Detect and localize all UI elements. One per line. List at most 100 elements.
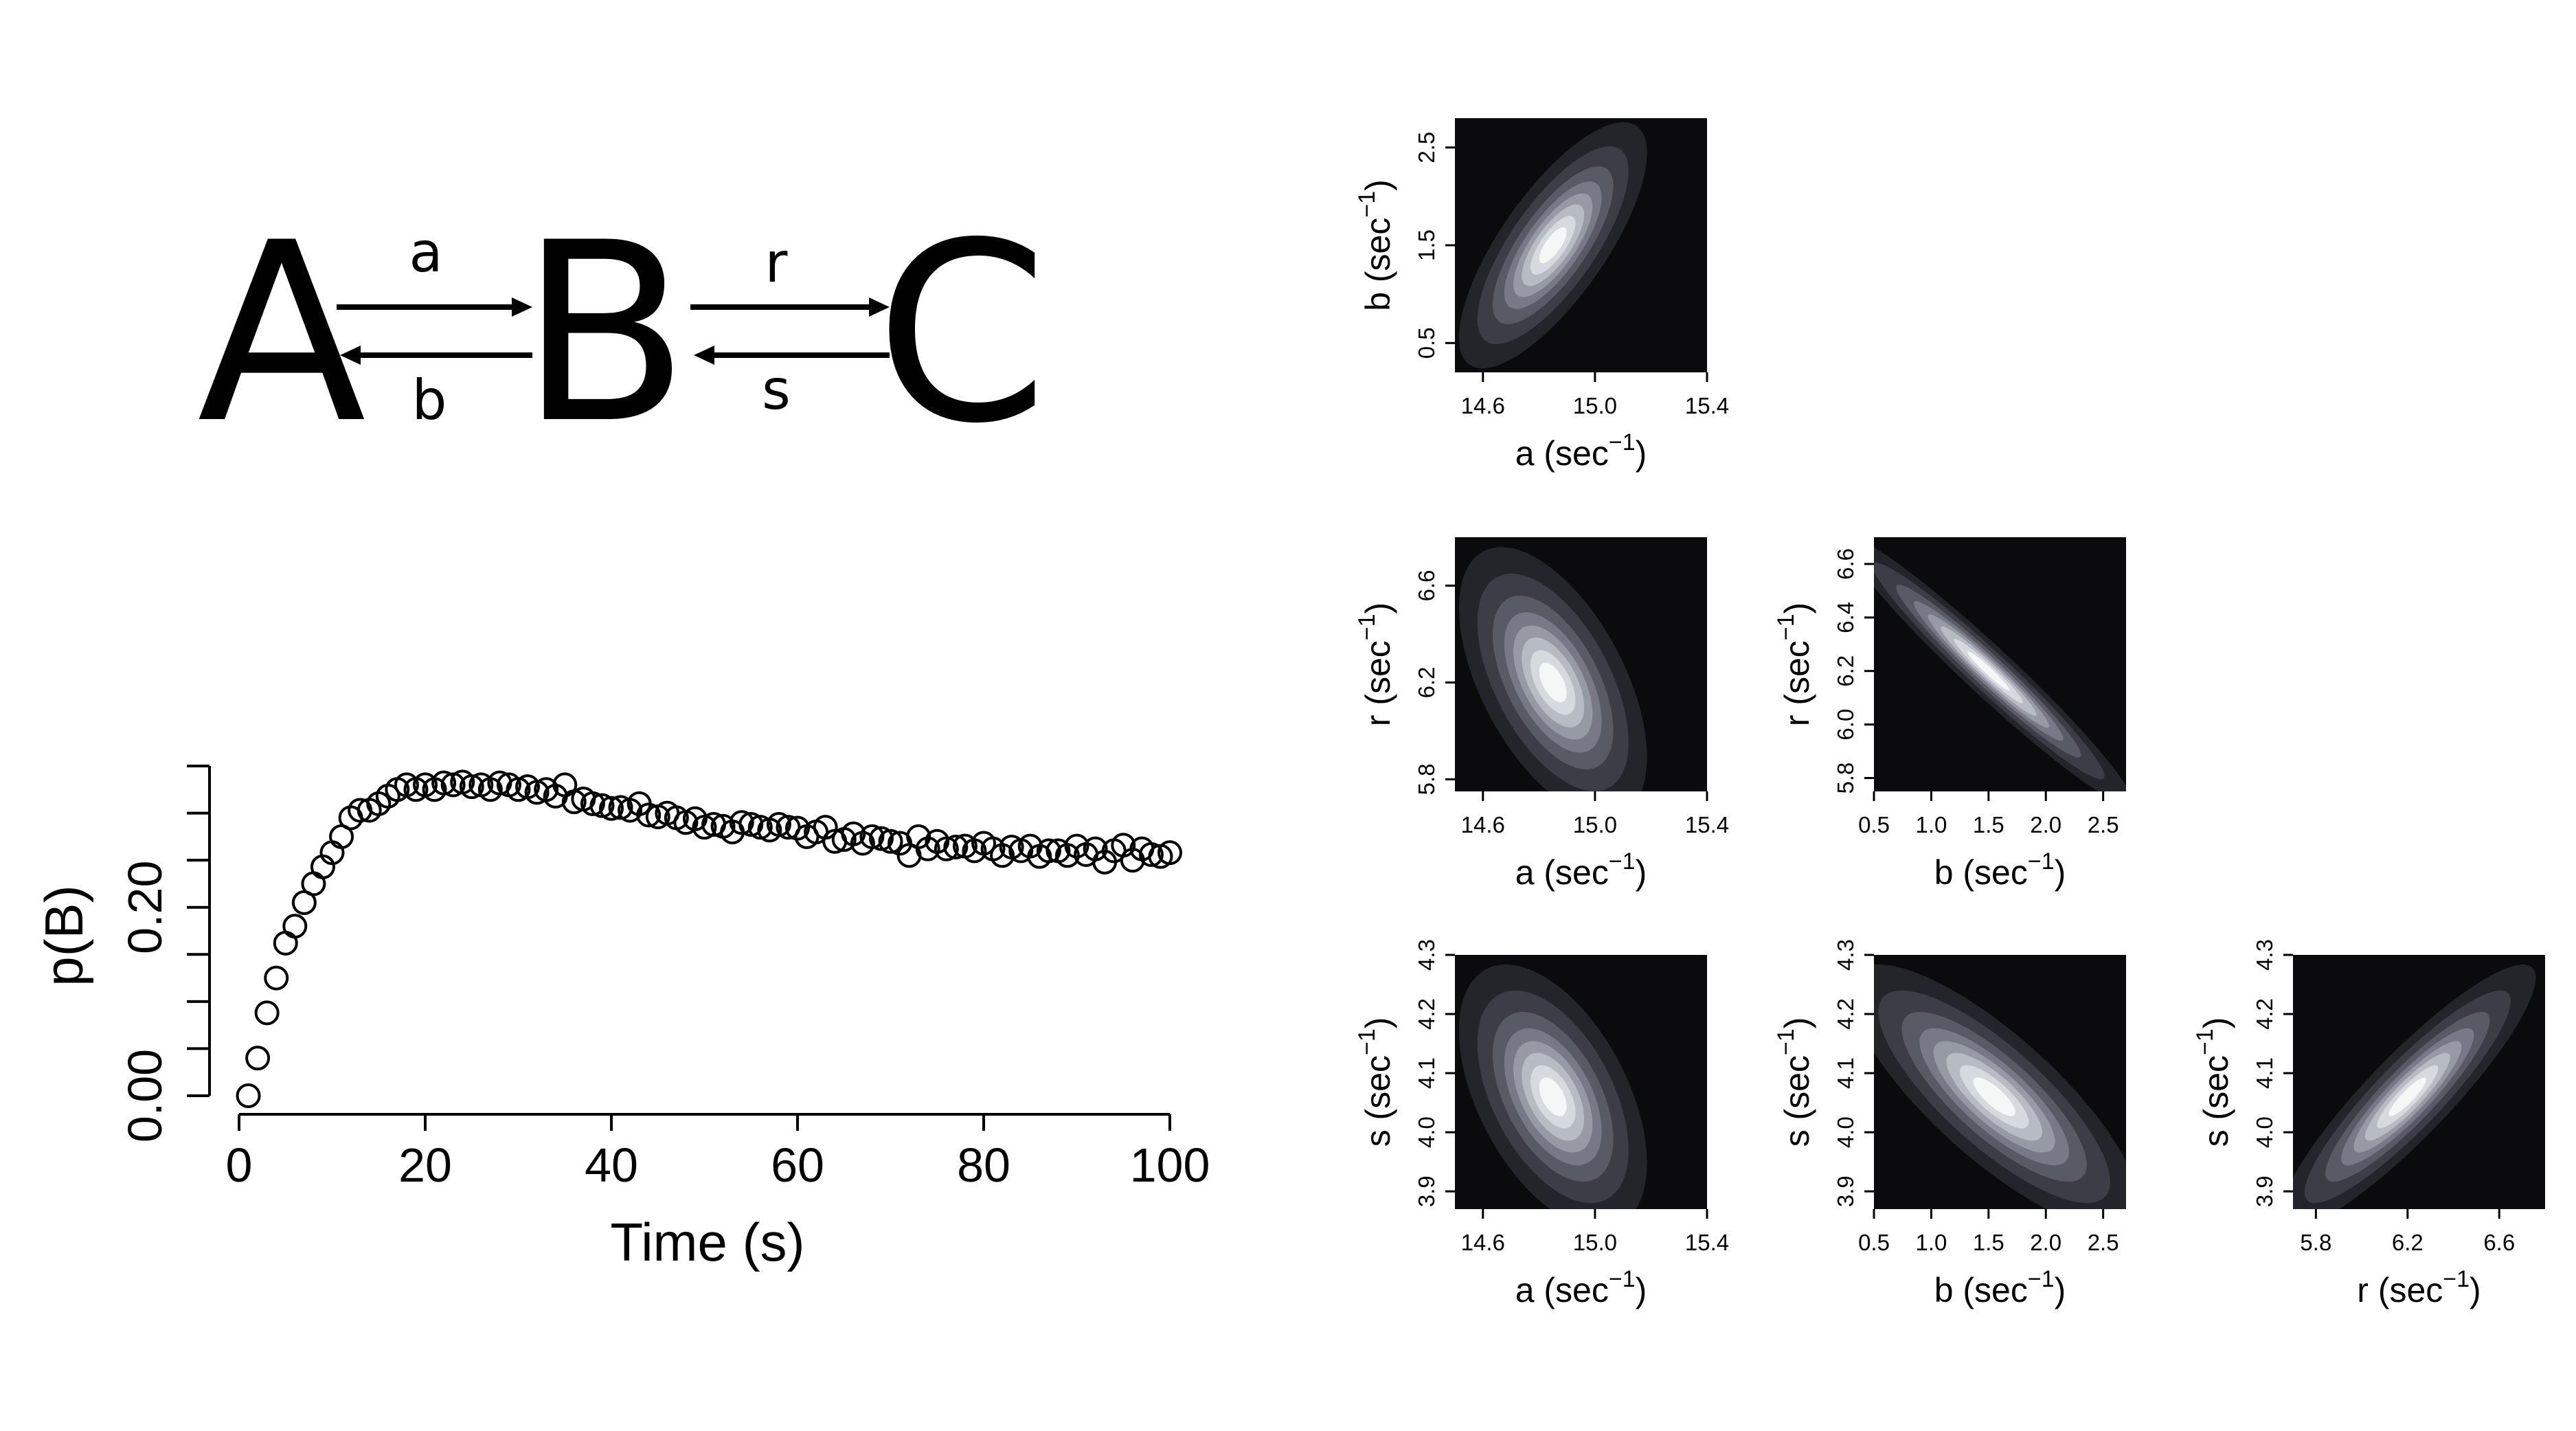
- x-tick-label: 14.6: [1461, 393, 1505, 418]
- rate-label-r: r: [765, 231, 788, 295]
- data-point: [636, 802, 662, 828]
- x-tick-label: 14.6: [1461, 1230, 1505, 1255]
- x-tick-label: 2.0: [2030, 1230, 2061, 1255]
- density-panel-2: 14.6 15.0 15.4 5.8 6.2 6.6 a (sec−1) r (sec−1): [1354, 537, 1729, 892]
- data-point: [1036, 838, 1061, 864]
- y-tick-label: 4.1: [1833, 1057, 1858, 1089]
- x-axis-title: a (sec−1): [1515, 848, 1647, 892]
- x-tick-label: 0.5: [1858, 1230, 1890, 1255]
- y-axis-title: s (sec−1): [1773, 1017, 1816, 1147]
- data-point: [440, 772, 466, 798]
- data-point: [841, 821, 866, 846]
- data-point: [766, 812, 791, 837]
- y-tick-label: 4.0: [1833, 1116, 1858, 1148]
- data-point: [1054, 843, 1080, 868]
- x-axis-title: b (sec−1): [1934, 848, 2066, 892]
- density-contour-level: [1967, 651, 2010, 691]
- density-contour-level: [2388, 1077, 2427, 1116]
- y-tick-label: 6.6: [1833, 548, 1858, 580]
- x-tick-label: 0.5: [1858, 812, 1890, 837]
- data-point: [506, 777, 531, 802]
- density-contour-level: [1539, 662, 1567, 703]
- x-tick-label: 60: [771, 1138, 824, 1192]
- y-tick-label: 3.9: [1833, 1175, 1858, 1207]
- reaction-scheme: A B C a b r s: [197, 190, 1048, 477]
- y-tick-label: 4.2: [1414, 998, 1439, 1030]
- posterior-density-panels: 14.6 15.0 15.4 0.5 1.5 2.5 a (sec−1) b (sec−1) 1…: [1354, 118, 2545, 1309]
- y-axis-title: r (sec−1): [1773, 602, 1816, 726]
- y-tick-label: 4.1: [1414, 1057, 1439, 1089]
- data-point: [934, 836, 959, 861]
- density-contour-level: [1973, 1077, 2015, 1116]
- y-tick-label: 0.20: [118, 861, 172, 954]
- x-tick-label: 1.5: [1973, 1230, 2004, 1255]
- species-B: B: [520, 190, 690, 477]
- x-tick-label: 1.5: [1973, 812, 2004, 837]
- x-tick-label: 100: [1130, 1138, 1210, 1192]
- y-tick-label: 4.0: [2252, 1116, 2277, 1148]
- y-tick-label: 5.8: [1833, 763, 1858, 794]
- y-tick-label: 1.5: [1414, 229, 1439, 261]
- data-point: [580, 791, 605, 816]
- x-tick-label: 6.2: [2392, 1230, 2424, 1255]
- density-panel-6: 5.8 6.2 6.6 3.9 4.0 4.1 4.2 4.3 r (sec−1) s (sec−…: [2192, 939, 2545, 1309]
- x-axis-title: r (sec−1): [2357, 1266, 2481, 1309]
- data-point: [1138, 842, 1164, 867]
- x-tick-label: 2.0: [2030, 812, 2061, 837]
- density-panel-5: 0.5 1.0 1.5 2.0 2.5 3.9 4.0 4.1 4.2 4.3 b (sec−1) s…: [1773, 939, 2126, 1309]
- rate-label-s: s: [762, 358, 791, 422]
- x-tick-label: 1.0: [1915, 1230, 1947, 1255]
- density-panel-3: 0.5 1.0 1.5 2.0 2.5 5.8 6.0 6.2 6.4 6.6 b (sec−1) r…: [1773, 537, 2126, 892]
- arrow-a-forward: [337, 297, 532, 317]
- y-tick-label: 4.3: [2252, 939, 2277, 971]
- y-axis-title: p(B): [34, 885, 94, 986]
- y-axis-title: s (sec−1): [2192, 1017, 2235, 1147]
- x-tick-label: 15.0: [1573, 812, 1617, 837]
- x-tick-label: 40: [585, 1138, 638, 1192]
- y-tick-label: 5.8: [1414, 763, 1439, 795]
- y-tick-label: 2.5: [1414, 132, 1439, 164]
- rate-label-b: b: [412, 368, 447, 432]
- y-axis-title: r (sec−1): [1354, 602, 1397, 726]
- data-point: [273, 930, 298, 956]
- y-tick-label: 6.2: [1833, 655, 1858, 687]
- arrow-s-backward: [694, 346, 890, 365]
- y-tick-label: 4.0: [1414, 1116, 1439, 1148]
- y-tick-label: 0.5: [1414, 327, 1439, 359]
- data-point: [589, 793, 615, 818]
- time-course-plot: 0 20 40 60 80 100 Time (s) 0.00 0.20 p(B): [34, 765, 1210, 1272]
- data-point: [878, 829, 903, 854]
- rate-label-a: a: [409, 221, 442, 284]
- data-point: [282, 914, 308, 939]
- density-contour-level: [1539, 227, 1567, 264]
- data-point: [729, 810, 754, 835]
- arrow-b-backward: [340, 346, 532, 365]
- data-point: [254, 1000, 280, 1026]
- x-tick-label: 15.4: [1685, 1230, 1729, 1255]
- x-tick-label: 5.8: [2300, 1230, 2331, 1255]
- x-tick-label: 15.0: [1573, 393, 1617, 418]
- x-axis-title: Time (s): [610, 1212, 804, 1272]
- x-tick-label: 6.6: [2483, 1230, 2515, 1255]
- density-panel-4: 14.6 15.0 15.4 3.9 4.0 4.1 4.2 4.3 a (sec−1) s (s…: [1354, 939, 1729, 1309]
- y-tick-label: 3.9: [1414, 1175, 1439, 1207]
- y-tick-label: 6.0: [1833, 709, 1858, 741]
- y-tick-label: 6.4: [1833, 602, 1858, 633]
- x-tick-label: 15.4: [1685, 812, 1729, 837]
- species-C: C: [875, 190, 1048, 477]
- data-point: [431, 770, 457, 796]
- data-point: [1083, 836, 1108, 861]
- x-axis-title: b (sec−1): [1934, 1266, 2066, 1309]
- x-tick-label: 15.4: [1685, 393, 1729, 418]
- data-point: [943, 834, 969, 859]
- y-tick-label: 4.3: [1414, 939, 1439, 971]
- y-tick-label: 0.00: [118, 1049, 172, 1142]
- x-tick-label: 20: [398, 1138, 452, 1192]
- density-panel-1: 14.6 15.0 15.4 0.5 1.5 2.5 a (sec−1) b (sec−1): [1354, 118, 1729, 473]
- data-point: [692, 815, 717, 840]
- x-axis-title: a (sec−1): [1515, 429, 1647, 473]
- x-tick-label: 14.6: [1461, 812, 1505, 837]
- x-tick-label: 0: [226, 1138, 253, 1192]
- data-point: [245, 1046, 271, 1071]
